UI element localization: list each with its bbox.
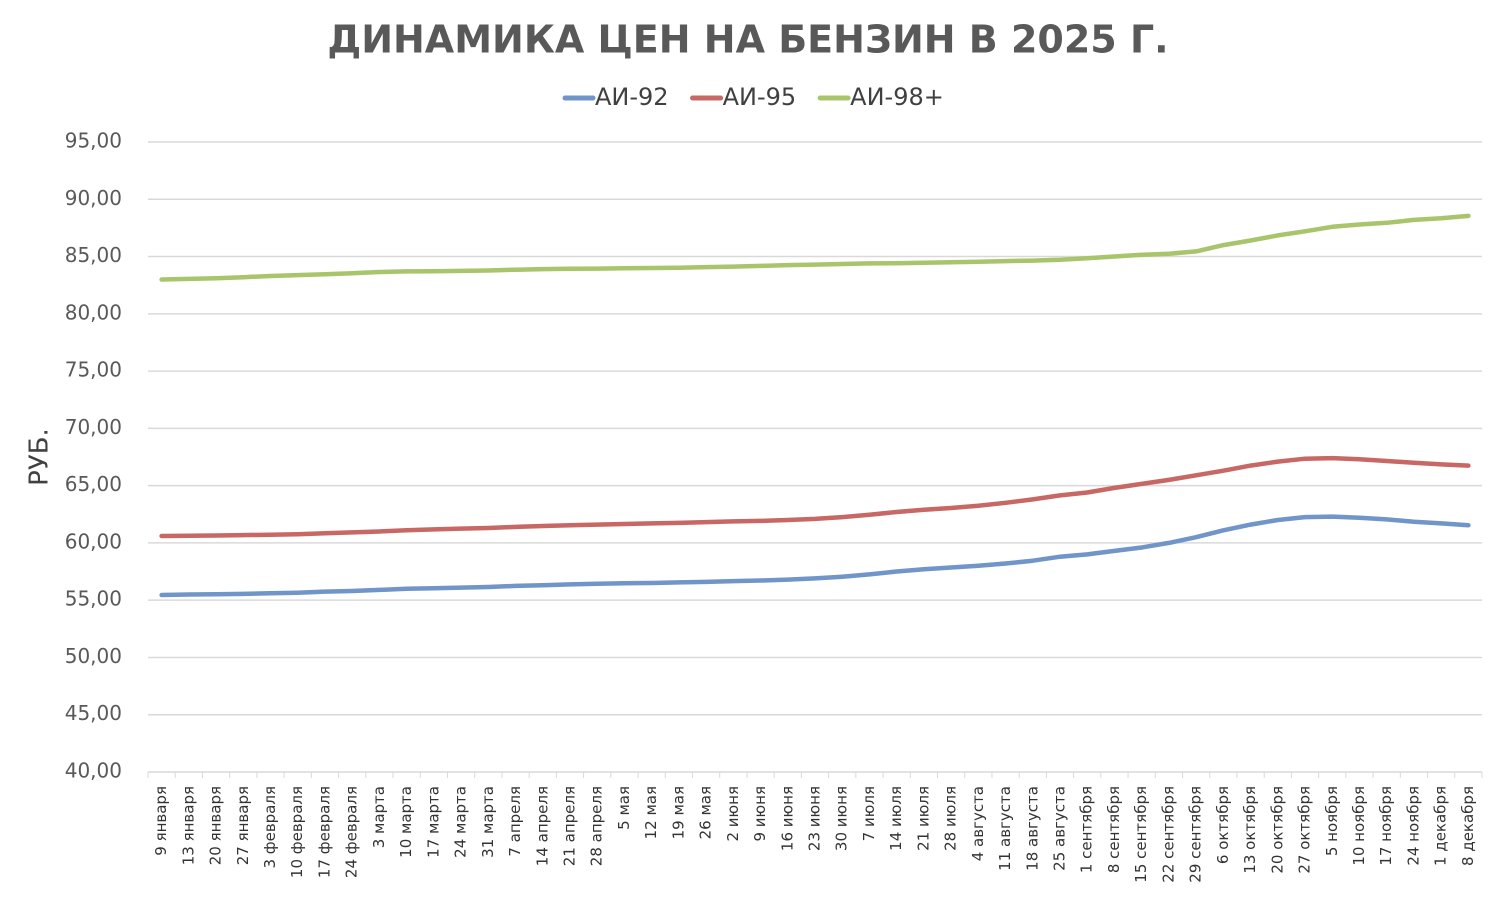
x-tick-label: 16 июня: [778, 786, 796, 851]
x-tick-label: 1 декабря: [1432, 786, 1450, 866]
x-tick-label: 19 мая: [669, 786, 687, 839]
x-tick-label: 27 октября: [1296, 786, 1314, 874]
chart-title: ДИНАМИКА ЦЕН НА БЕНЗИН В 2025 Г.: [327, 18, 1168, 62]
x-tick-label: 2 июня: [724, 786, 742, 842]
x-tick-label: 8 сентября: [1105, 786, 1123, 873]
x-tick-label: 29 сентября: [1187, 786, 1205, 883]
x-tick-label: 22 сентября: [1159, 786, 1177, 883]
x-tick-label: 13 октября: [1241, 786, 1259, 874]
series-line: [159, 514, 1471, 598]
x-tick-label: 25 августа: [1051, 786, 1069, 871]
series-line: [159, 455, 1471, 539]
legend-label: АИ-98+: [850, 83, 944, 111]
x-tick-label: 12 мая: [642, 786, 660, 839]
y-tick-label: 75,00: [65, 358, 122, 382]
x-tick-label: 7 июля: [860, 786, 878, 841]
y-tick-label: 70,00: [65, 415, 122, 439]
x-tick-label: 17 ноября: [1377, 786, 1395, 866]
x-tick-label: 5 ноября: [1323, 786, 1341, 856]
x-tick-label: 14 июля: [887, 786, 905, 851]
x-tick-label: 4 августа: [969, 786, 987, 861]
y-axis-label: РУБ.: [25, 428, 55, 486]
x-tick-label: 21 апреля: [560, 786, 578, 866]
x-tick-label: 6 октября: [1214, 786, 1232, 864]
y-tick-label: 60,00: [65, 529, 122, 553]
x-tick-label: 20 января: [207, 786, 225, 865]
x-tick-label: 10 ноября: [1350, 786, 1368, 866]
y-tick-label: 40,00: [65, 759, 122, 783]
x-tick-label: 13 января: [179, 786, 197, 865]
y-tick-label: 55,00: [65, 587, 122, 611]
x-tick-label: 9 января: [152, 786, 170, 856]
x-tick-label: 8 декабря: [1459, 786, 1477, 866]
y-tick-label: 80,00: [65, 300, 122, 324]
y-tick-label: 50,00: [65, 644, 122, 668]
x-tick-label: 17 марта: [424, 786, 442, 858]
x-tick-label: 24 февраля: [343, 786, 361, 878]
y-tick-label: 45,00: [65, 701, 122, 725]
x-tick-label: 7 апреля: [506, 786, 524, 857]
x-tick-label: 17 февраля: [315, 786, 333, 878]
x-tick-label: 24 марта: [452, 786, 470, 858]
x-tick-label: 27 января: [234, 786, 252, 865]
x-tick-label: 26 мая: [697, 786, 715, 839]
y-tick-label: 90,00: [65, 186, 122, 210]
y-tick-label: 65,00: [65, 472, 122, 496]
x-tick-label: 10 февраля: [288, 786, 306, 878]
x-tick-label: 5 мая: [615, 786, 633, 830]
y-tick-label: 85,00: [65, 243, 122, 267]
x-tick-label: 10 марта: [397, 786, 415, 858]
x-tick-label: 9 июня: [751, 786, 769, 842]
series-line: [159, 213, 1471, 282]
x-tick-label: 14 апреля: [533, 786, 551, 866]
x-tick-label: 24 ноября: [1404, 786, 1422, 866]
legend-label: АИ-92: [595, 83, 669, 111]
y-tick-label: 95,00: [65, 129, 122, 153]
x-tick-label: 21 июля: [914, 786, 932, 851]
x-tick-label: 28 июля: [942, 786, 960, 851]
x-tick-label: 28 апреля: [588, 786, 606, 866]
x-tick-label: 23 июня: [806, 786, 824, 851]
x-tick-label: 11 августа: [996, 786, 1014, 871]
x-tick-label: 3 марта: [370, 786, 388, 848]
x-tick-label: 15 сентября: [1132, 786, 1150, 883]
x-tick-label: 18 августа: [1023, 786, 1041, 871]
legend-label: АИ-95: [723, 83, 797, 111]
x-tick-label: 31 марта: [479, 786, 497, 858]
x-tick-label: 1 сентября: [1078, 786, 1096, 873]
x-tick-label: 30 июня: [833, 786, 851, 851]
x-tick-label: 3 февраля: [261, 786, 279, 869]
x-tick-label: 20 октября: [1268, 786, 1286, 874]
